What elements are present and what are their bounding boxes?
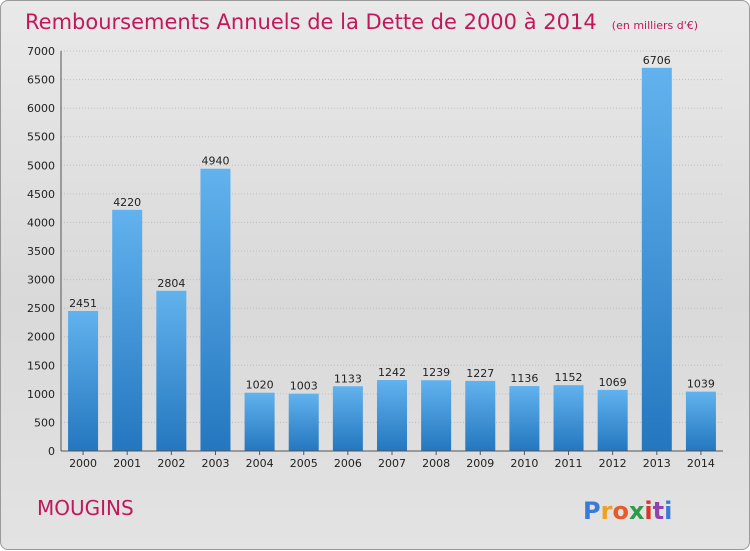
x-tick-label: 2011 <box>555 457 583 470</box>
bar-value-label: 1242 <box>378 366 406 379</box>
x-tick-label: 2004 <box>246 457 274 470</box>
x-tick-label: 2001 <box>113 457 141 470</box>
y-tick-label: 4000 <box>27 216 55 229</box>
bars: 2451 4220 2804 4940 1020 1003 1133 1242 1239 1227… <box>68 54 716 452</box>
bar <box>332 386 363 451</box>
bar-value-label: 6706 <box>643 54 671 67</box>
x-tick-label: 2010 <box>510 457 538 470</box>
y-tick-label: 5500 <box>27 131 55 144</box>
x-tick-label: 2012 <box>599 457 627 470</box>
bar <box>421 380 452 451</box>
bar <box>553 385 584 451</box>
proxiti-logo: Proxiti <box>583 497 672 525</box>
x-axis: 2000 2001 2002 2003 2004 2005 2006 2007 2008 2009… <box>61 450 723 470</box>
bar <box>112 209 143 451</box>
bar-value-label: 4940 <box>201 155 229 168</box>
bar <box>244 392 275 451</box>
bar-value-label: 1152 <box>555 371 583 384</box>
x-tick-label: 2002 <box>157 457 185 470</box>
x-tick-label: 2003 <box>201 457 229 470</box>
x-tick-label: 2000 <box>69 457 97 470</box>
commune-name: MOUGINS <box>37 496 134 520</box>
y-tick-label: 2000 <box>27 331 55 344</box>
bar-value-label: 1069 <box>599 376 627 389</box>
bar-value-label: 1003 <box>290 380 318 393</box>
y-tick-label: 0 <box>48 445 55 458</box>
y-tick-label: 3000 <box>27 274 55 287</box>
bar-value-label: 1020 <box>246 379 274 392</box>
y-tick-label: 4500 <box>27 188 55 201</box>
x-tick-label: 2013 <box>643 457 671 470</box>
y-tick-label: 5000 <box>27 159 55 172</box>
bar-value-label: 4220 <box>113 196 141 209</box>
y-tick-label: 1000 <box>27 388 55 401</box>
bar <box>200 168 231 451</box>
proxiti-logo-text: Proxiti <box>583 497 672 525</box>
y-tick-label: 6500 <box>27 74 55 87</box>
bar-value-label: 1227 <box>466 367 494 380</box>
bar <box>597 389 628 451</box>
bar-value-label: 2451 <box>69 297 97 310</box>
bar <box>465 380 496 451</box>
y-tick-label: 1500 <box>27 359 55 372</box>
bar <box>156 290 187 451</box>
x-tick-label: 2008 <box>422 457 450 470</box>
y-tick-label: 500 <box>34 416 55 429</box>
y-axis: 0 500 1000 1500 2000 2500 3000 3500 4000 4500 5000… <box>27 45 62 458</box>
bar <box>685 391 716 451</box>
bar-value-label: 1133 <box>334 372 362 385</box>
chart-title: Remboursements Annuels de la Dette de 20… <box>25 10 698 34</box>
x-tick-label: 2005 <box>290 457 318 470</box>
x-tick-label: 2009 <box>466 457 494 470</box>
bar <box>641 67 672 452</box>
bar-value-label: 1136 <box>510 372 538 385</box>
bar-value-label: 1039 <box>687 378 715 391</box>
y-tick-label: 2500 <box>27 302 55 315</box>
bar <box>509 386 540 451</box>
y-tick-label: 7000 <box>27 45 55 58</box>
y-tick-label: 3500 <box>27 245 55 258</box>
x-tick-label: 2006 <box>334 457 362 470</box>
bar <box>376 380 408 451</box>
y-tick-label: 6000 <box>27 102 55 115</box>
x-tick-label: 2007 <box>378 457 406 470</box>
bar-value-label: 1239 <box>422 366 450 379</box>
bar <box>288 393 319 451</box>
bar-value-label: 2804 <box>157 277 185 290</box>
bar <box>68 310 99 451</box>
x-tick-label: 2014 <box>687 457 715 470</box>
